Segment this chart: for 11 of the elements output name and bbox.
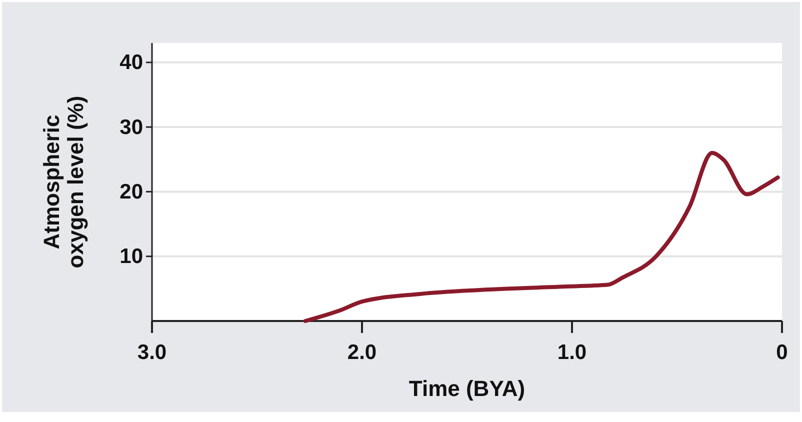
y-tick-label: 40 xyxy=(120,51,143,74)
x-axis-title: Time (BYA) xyxy=(408,376,526,401)
y-axis-title: Atmospheric oxygen level (%) xyxy=(39,96,88,268)
x-tick-label: 0 xyxy=(776,341,788,364)
x-tick-label: 3.0 xyxy=(137,341,167,364)
y-tick-label: 10 xyxy=(120,245,143,268)
y-tick-label: 20 xyxy=(120,180,143,204)
x-tick-label: 2.0 xyxy=(347,341,377,364)
line-series xyxy=(303,150,780,323)
y-tick-label: 30 xyxy=(120,116,143,139)
x-tick-label: 1.0 xyxy=(557,341,587,364)
